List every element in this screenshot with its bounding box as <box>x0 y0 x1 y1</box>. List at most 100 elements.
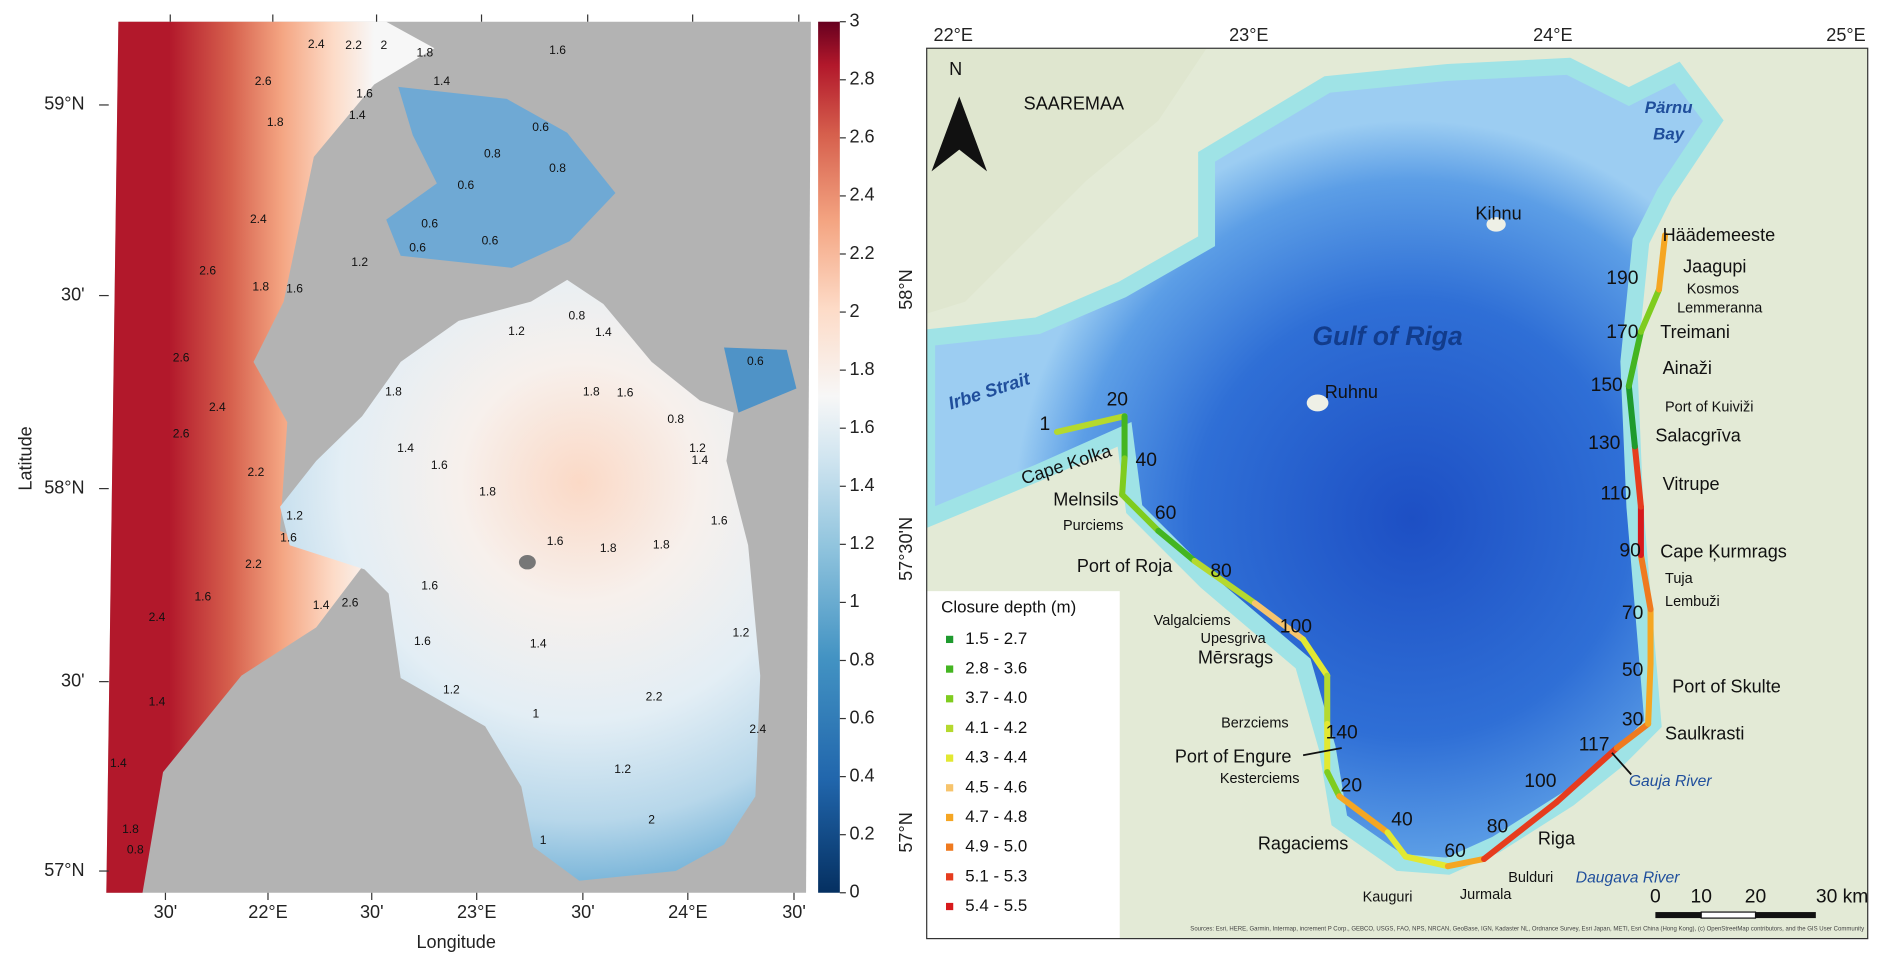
contour-label: 1.6 <box>711 513 728 527</box>
contour-label: 1.4 <box>433 74 450 88</box>
scale-label: 10 <box>1690 887 1711 908</box>
sea-west <box>106 21 435 893</box>
contour-label: 1.6 <box>414 634 431 648</box>
place-label: Ragaciems <box>1258 833 1348 853</box>
place-label: Daugava River <box>1576 869 1680 886</box>
leader <box>1611 752 1632 776</box>
place-label: Kihnu <box>1475 204 1521 224</box>
place-label: Ainaži <box>1663 358 1712 378</box>
contour-label: 1.6 <box>194 589 211 603</box>
island <box>518 554 536 570</box>
transect-segment <box>1119 491 1162 534</box>
scale-bar <box>1700 911 1757 919</box>
place-label: Valgalciems <box>1154 613 1231 629</box>
colorbar-tick-label: 2.8 <box>849 69 874 89</box>
colorbar-tick-label: 0.4 <box>849 765 874 785</box>
colorbar-tick-label: 1.4 <box>849 475 874 495</box>
place-label: Bulduri <box>1508 870 1553 886</box>
place-label: Lemmeranna <box>1677 301 1763 317</box>
contour-label: 2.2 <box>245 557 262 571</box>
lat-tick-label: 57°N <box>44 860 84 880</box>
transect-segment <box>1191 557 1258 607</box>
contour-label: 1.2 <box>689 441 706 455</box>
contour-label: 1.2 <box>286 509 303 523</box>
contour-label: 1.2 <box>443 682 460 696</box>
legend-swatch <box>946 665 954 673</box>
place-label: Cape Ķurmrags <box>1660 541 1787 561</box>
contour-label: 1.6 <box>280 530 297 544</box>
scale-label: 30 km <box>1816 887 1869 908</box>
lon-tick-label: 22°E <box>934 25 973 45</box>
legend-label: 4.3 - 4.4 <box>965 748 1027 767</box>
north-label: N <box>949 59 962 79</box>
contour-label: 0.8 <box>127 843 144 857</box>
place-label: Häädemeeste <box>1663 225 1776 245</box>
transect-segment <box>1119 455 1128 498</box>
contour-label: 1.2 <box>351 255 368 269</box>
place-label: Purciems <box>1063 518 1123 534</box>
contour-label: 2.4 <box>749 722 766 736</box>
place-label: Port of Kuiviži <box>1665 400 1753 416</box>
lon-tick-label: 25°E <box>1826 25 1865 45</box>
place-label: Kosmos <box>1687 281 1739 297</box>
contour-label: 1.6 <box>549 43 566 57</box>
ruhnu-island <box>1306 394 1329 412</box>
lat-tick-label: 30' <box>61 670 85 690</box>
legend-swatch <box>946 902 954 911</box>
lon-tick-label: 30' <box>154 902 178 922</box>
place-label: Bay <box>1653 125 1686 144</box>
lon-tick-label: 23°E <box>1229 25 1268 45</box>
x-axis-title: Longitude <box>416 932 495 952</box>
transect-segment <box>1053 413 1128 435</box>
contour-label: 0.6 <box>409 241 426 255</box>
legend-label: 4.7 - 4.8 <box>965 807 1027 826</box>
colorbar-tick-label: 0.2 <box>849 823 874 843</box>
place-label: Port of Skulte <box>1672 676 1781 696</box>
legend-swatch <box>946 754 954 762</box>
right-map <box>926 48 1868 939</box>
place-label: 40 <box>1391 809 1412 830</box>
transect-segment <box>1625 328 1644 390</box>
contour-label: 0.6 <box>421 217 438 231</box>
place-label: 80 <box>1487 817 1508 838</box>
colorbar-tick-label: 1.6 <box>849 417 874 437</box>
place-label: Jurmala <box>1460 887 1512 903</box>
lon-tick-label: 22°E <box>248 902 287 922</box>
place-label: Treimani <box>1660 322 1730 342</box>
place-label: 40 <box>1136 450 1157 471</box>
place-label: 117 <box>1579 735 1610 756</box>
kihnu-island <box>1486 217 1506 232</box>
contour-label: 2.4 <box>308 37 325 51</box>
place-label: 130 <box>1588 433 1620 454</box>
place-label: Lembuži <box>1665 594 1720 610</box>
transect-segment <box>1324 769 1343 800</box>
transect-segment <box>1384 829 1409 860</box>
place-label: 100 <box>1524 771 1556 792</box>
contour-label: 2.6 <box>342 595 359 609</box>
legend-swatch <box>946 724 954 733</box>
place-label: 1 <box>1040 414 1051 435</box>
contour-label: 1.4 <box>397 441 414 455</box>
transect-segment <box>1645 660 1654 727</box>
contour-label: 1.6 <box>286 282 303 296</box>
contour-label: 1.8 <box>267 115 284 129</box>
contour-label: 0.6 <box>747 354 764 368</box>
legend-label: 5.4 - 5.5 <box>965 896 1027 915</box>
contour-label: 0.6 <box>532 120 549 134</box>
lon-tick-label: 30' <box>360 902 384 922</box>
transect-segment <box>1251 600 1307 643</box>
contour-label: 2.4 <box>149 610 166 624</box>
transect-segment <box>1155 527 1198 565</box>
contour-label: 1.4 <box>692 453 709 467</box>
sea-straits <box>386 86 616 268</box>
legend-swatch <box>946 873 954 881</box>
lat-tick-label: 58°N <box>44 477 84 497</box>
transect-segment <box>1637 551 1654 613</box>
contour-label: 2 <box>380 38 387 52</box>
scale-label: 0 <box>1650 887 1661 908</box>
place-label: Gauja River <box>1629 773 1713 790</box>
contour-label: 2.2 <box>248 465 265 479</box>
contour-label: 1.8 <box>122 822 139 836</box>
colorbar-tick-label: 1 <box>849 591 859 611</box>
